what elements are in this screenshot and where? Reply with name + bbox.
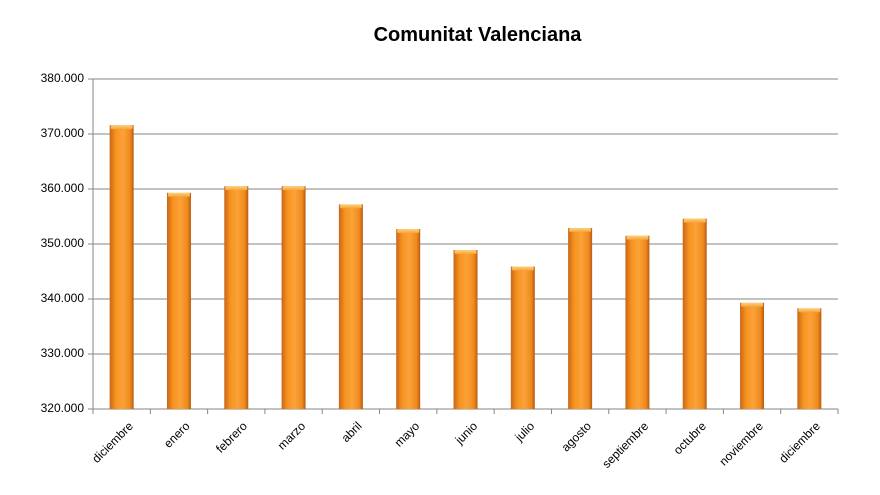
bar	[453, 250, 478, 409]
y-tick-label: 320.000	[40, 401, 84, 415]
bar	[396, 229, 421, 409]
bar	[338, 204, 363, 409]
bar	[109, 125, 134, 409]
y-tick-label: 360.000	[40, 181, 84, 195]
bar	[625, 235, 650, 409]
bar	[281, 186, 306, 409]
y-tick-label: 340.000	[40, 291, 84, 305]
bar	[166, 192, 191, 409]
bar	[740, 302, 765, 409]
y-tick-label: 330.000	[40, 346, 84, 360]
y-tick-label: 370.000	[40, 126, 84, 140]
bar	[224, 186, 249, 409]
bar	[682, 218, 707, 409]
y-tick-label: 350.000	[40, 236, 84, 250]
bar	[510, 266, 535, 409]
bar	[797, 308, 822, 409]
y-tick-label: 380.000	[40, 71, 84, 85]
bar	[568, 228, 593, 409]
chart-title: Comunitat Valenciana	[373, 24, 582, 46]
